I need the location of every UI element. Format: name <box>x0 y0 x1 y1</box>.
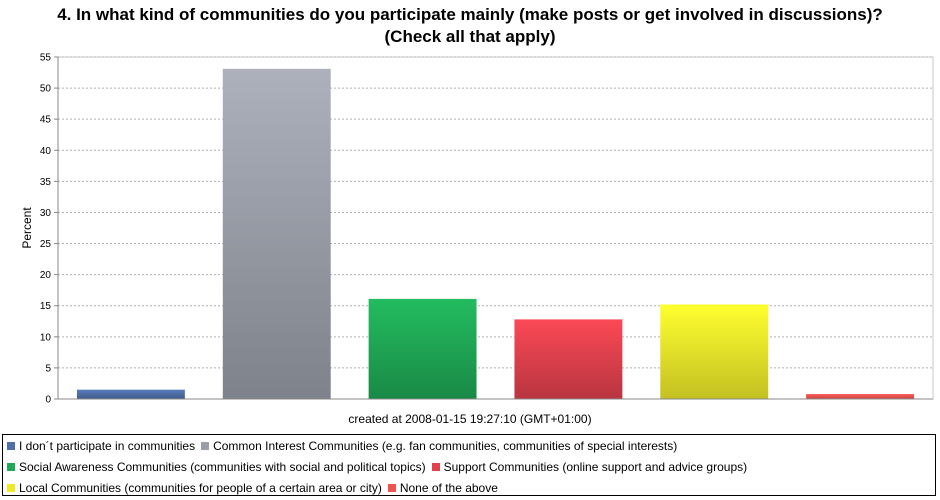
bar-1 <box>222 68 331 399</box>
legend-swatch <box>7 463 15 472</box>
title-line-2: (Check all that apply) <box>384 27 556 46</box>
y-tick-label: 55 <box>40 53 52 64</box>
bar-chart: 0 5 10 15 20 25 30 35 40 45 50 55 Percent <box>20 53 934 406</box>
y-axis-ticks: 0 5 10 15 20 25 30 35 40 45 50 55 <box>40 53 58 406</box>
legend-swatch <box>7 484 15 493</box>
legend-swatch <box>431 463 440 472</box>
y-tick-label: 35 <box>40 177 52 188</box>
y-tick-label: 50 <box>40 84 52 95</box>
legend-item-no-participation: I don´t participate in communities <box>7 438 195 453</box>
chart-title: 4. In what kind of communities do you pa… <box>0 4 940 48</box>
y-tick-label: 30 <box>40 208 52 219</box>
y-tick-label: 10 <box>40 332 52 343</box>
created-timestamp: created at 2008-01-15 19:27:10 (GMT+01:0… <box>348 412 592 426</box>
legend-row-1: I don´t participate in communities Common… <box>7 438 677 454</box>
legend-item-local: Local Communities (communities for peopl… <box>7 480 382 495</box>
bar-2 <box>368 298 477 399</box>
bar-3 <box>514 319 623 399</box>
y-tick-label: 20 <box>40 270 52 281</box>
legend-row-3: Local Communities (communities for peopl… <box>7 480 498 496</box>
y-tick-label: 5 <box>45 363 51 374</box>
legend-label: Social Awareness Communities (communitie… <box>19 460 426 475</box>
legend-label: Common Interest Communities (e.g. fan co… <box>213 439 678 454</box>
chart-legend: I don´t participate in communities Common… <box>2 434 936 496</box>
bar-0 <box>76 389 185 399</box>
legend-swatch <box>387 484 396 493</box>
legend-swatch <box>7 442 15 451</box>
grid-lines <box>58 56 933 369</box>
legend-item-none: None of the above <box>387 480 498 496</box>
bar-4 <box>660 304 769 399</box>
legend-item-common-interest: Common Interest Communities (e.g. fan co… <box>201 438 677 453</box>
bars <box>76 68 915 399</box>
bar-5 <box>806 394 915 399</box>
y-tick-label: 15 <box>40 301 52 312</box>
legend-swatch <box>201 442 210 451</box>
y-axis-label: Percent <box>20 207 34 249</box>
legend-item-support: Support Communities (online support and … <box>431 459 748 475</box>
legend-row-2: Social Awareness Communities (communitie… <box>7 459 747 475</box>
legend-label: None of the above <box>399 481 498 496</box>
legend-label: I don´t participate in communities <box>19 439 196 454</box>
legend-item-social-awareness: Social Awareness Communities (communitie… <box>7 459 426 474</box>
plot-area <box>57 56 934 400</box>
title-line-1: 4. In what kind of communities do you pa… <box>57 5 883 24</box>
y-tick-label: 40 <box>40 146 52 157</box>
y-tick-label: 0 <box>45 395 51 406</box>
y-tick-label: 25 <box>40 239 52 250</box>
y-tick-label: 45 <box>40 115 52 126</box>
legend-label: Local Communities (communities for peopl… <box>19 481 382 496</box>
legend-label: Support Communities (online support and … <box>443 460 748 475</box>
